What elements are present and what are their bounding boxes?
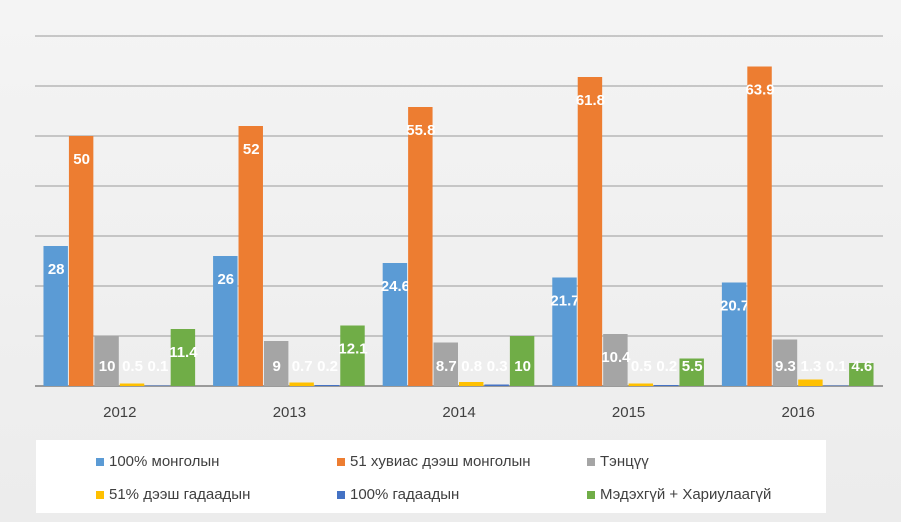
data-label: 21.7	[550, 292, 579, 309]
bar	[849, 363, 874, 386]
bar	[94, 336, 119, 386]
legend-swatch	[587, 491, 595, 499]
legend-swatch	[337, 491, 345, 499]
data-label: 0.2	[656, 358, 677, 375]
x-tick-label: 2012	[103, 404, 136, 421]
legend-label: 51% дээш гадаадын	[109, 486, 250, 503]
legend-label: 51 хувиас дээш монголын	[350, 453, 531, 470]
bar	[289, 382, 314, 386]
bar	[721, 282, 747, 386]
data-label: 0.5	[631, 358, 652, 375]
data-label: 9	[273, 358, 281, 375]
legend-swatch	[587, 458, 595, 466]
bar	[382, 263, 408, 386]
data-label: 0.8	[461, 358, 482, 375]
bar	[552, 277, 577, 386]
data-label: 10	[514, 358, 531, 375]
data-label: 24.6	[381, 278, 410, 295]
legend-label: 100% гадаадын	[350, 486, 459, 503]
bar	[823, 385, 849, 386]
bar	[747, 66, 772, 386]
x-tick-label: 2015	[612, 404, 645, 421]
bar	[459, 382, 484, 386]
data-label: 0.1	[826, 358, 847, 375]
bar	[509, 336, 535, 386]
legend-swatch	[96, 458, 104, 466]
data-label: 55.8	[406, 122, 435, 139]
data-label: 9.3	[775, 358, 796, 375]
data-label: 4.6	[851, 358, 872, 375]
data-label: 0.5	[122, 358, 143, 375]
data-label: 10	[99, 358, 116, 375]
bar	[772, 339, 798, 386]
data-label: 52	[243, 141, 260, 158]
data-label: 1.3	[800, 358, 821, 375]
bar	[654, 385, 679, 386]
bar	[238, 126, 263, 386]
x-tick-label: 2014	[442, 404, 475, 421]
data-label: 28	[48, 261, 65, 278]
x-tick-label: 2013	[273, 404, 306, 421]
legend-label: Мэдэхгүй + Хариулаагүй	[600, 486, 771, 503]
bar	[603, 334, 628, 386]
bar	[798, 379, 823, 386]
legend-swatch	[337, 458, 345, 466]
bar	[679, 358, 704, 386]
legend-label: Тэнцүү	[600, 453, 649, 470]
bar	[484, 384, 509, 386]
bar	[314, 385, 340, 386]
bar	[213, 256, 238, 386]
data-label: 50	[73, 151, 90, 168]
bar	[263, 341, 289, 386]
data-label: 26	[217, 271, 234, 288]
bar	[170, 329, 196, 386]
bar	[577, 77, 603, 386]
bar	[145, 385, 170, 386]
data-label: 0.3	[487, 358, 508, 375]
bar	[433, 342, 458, 386]
legend-label: 100% монголын	[109, 453, 219, 470]
data-label: 11.4	[169, 344, 198, 361]
bar	[340, 325, 365, 386]
legend-swatch	[96, 491, 104, 499]
data-label: 0.7	[292, 358, 313, 375]
bar	[408, 107, 433, 386]
data-label: 8.7	[436, 358, 457, 375]
bar	[119, 383, 145, 386]
legend-box	[36, 440, 826, 513]
bar	[43, 246, 68, 386]
data-label: 5.5	[682, 358, 703, 375]
data-label: 0.1	[148, 358, 169, 375]
data-label: 12.1	[338, 340, 367, 357]
x-tick-label: 2016	[782, 404, 815, 421]
data-label: 63.9	[745, 81, 774, 98]
bar	[68, 136, 94, 386]
data-label: 20.7	[720, 297, 749, 314]
data-label: 10.4	[601, 349, 631, 366]
bar	[628, 383, 654, 386]
data-label: 0.2	[317, 358, 338, 375]
data-label: 61.8	[576, 92, 605, 109]
